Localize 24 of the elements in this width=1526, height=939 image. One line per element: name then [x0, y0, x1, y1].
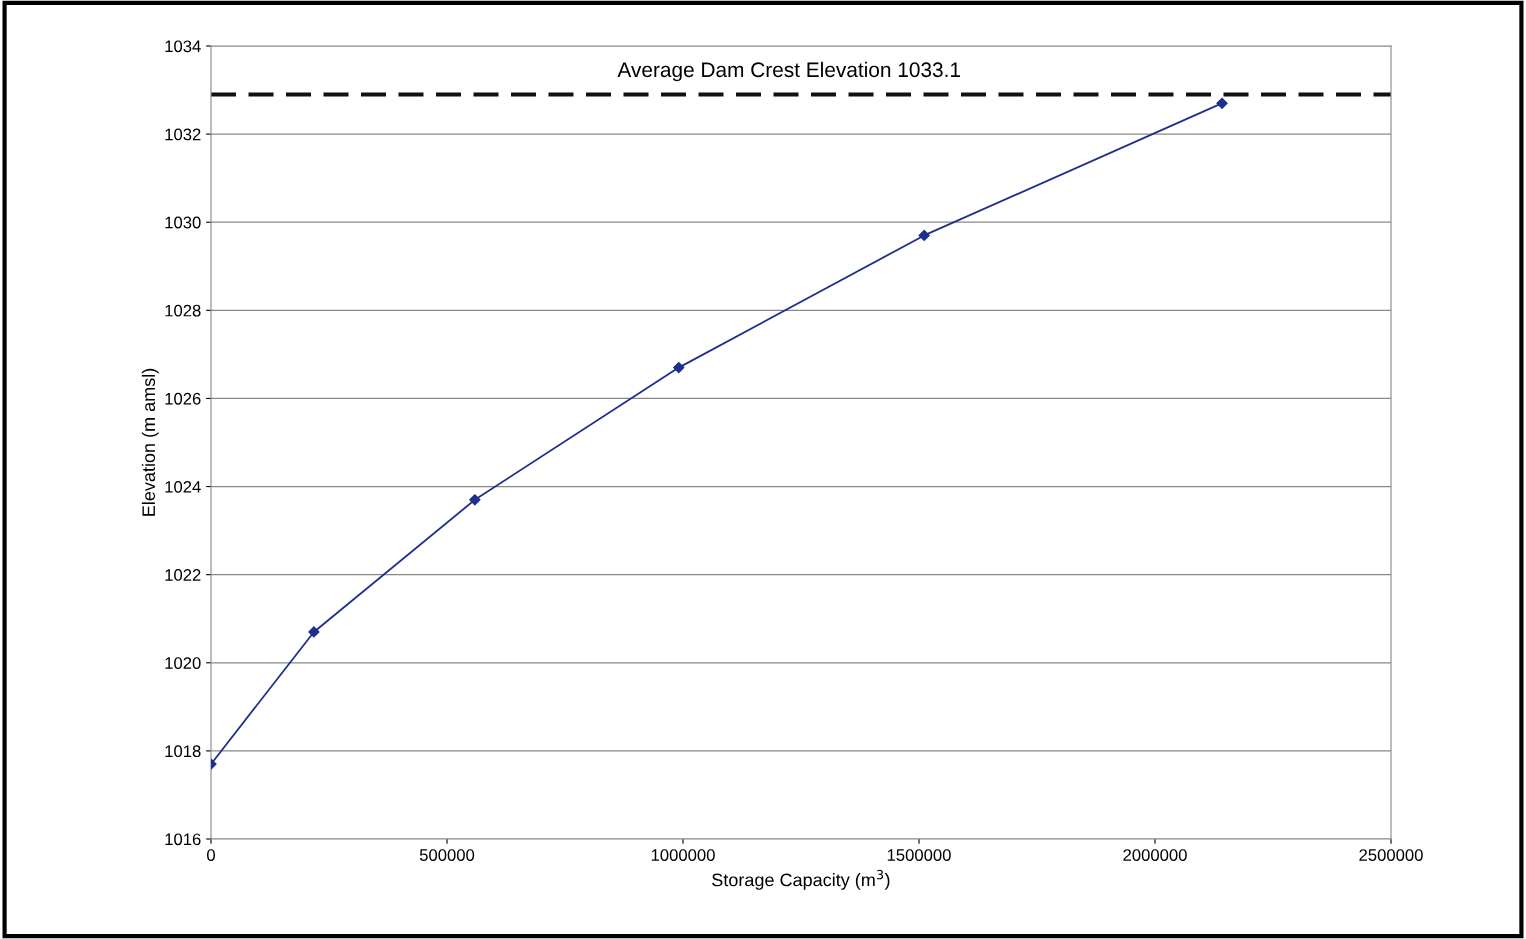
point — [469, 494, 481, 506]
y-axis-title: Elevation (m amsl) — [141, 368, 159, 516]
point — [918, 229, 930, 242]
y-tick-label: 1030 — [165, 216, 201, 229]
point — [673, 362, 685, 374]
x-tick-label: 1000000 — [651, 849, 715, 861]
x-tick-label: 2500000 — [1359, 849, 1423, 861]
y-tick-label: 1024 — [165, 480, 201, 493]
x-tick-label: 1500000 — [887, 849, 951, 861]
x-tick-label: 0 — [207, 849, 215, 861]
y-tick-label: 1022 — [165, 569, 201, 581]
x-axis-title: Storage Capacity (m$^{3}$) — [712, 869, 890, 890]
ref-line-label: Average Dam Crest Elevation 1033.1 — [617, 61, 960, 82]
y-tick-label: 1032 — [165, 128, 201, 141]
y-tick-label: 1018 — [165, 745, 201, 758]
y-tick-label: 1026 — [165, 392, 201, 405]
y-tick-label: 1028 — [165, 304, 201, 317]
y-tick-label: 1016 — [165, 833, 201, 846]
point — [308, 626, 320, 638]
y-tick-label: 1034 — [165, 40, 201, 53]
point — [1216, 97, 1228, 109]
x-tick-label: 2000000 — [1123, 849, 1187, 861]
x-tick-label: 500000 — [419, 849, 475, 861]
y-tick-label: 1020 — [165, 657, 201, 669]
